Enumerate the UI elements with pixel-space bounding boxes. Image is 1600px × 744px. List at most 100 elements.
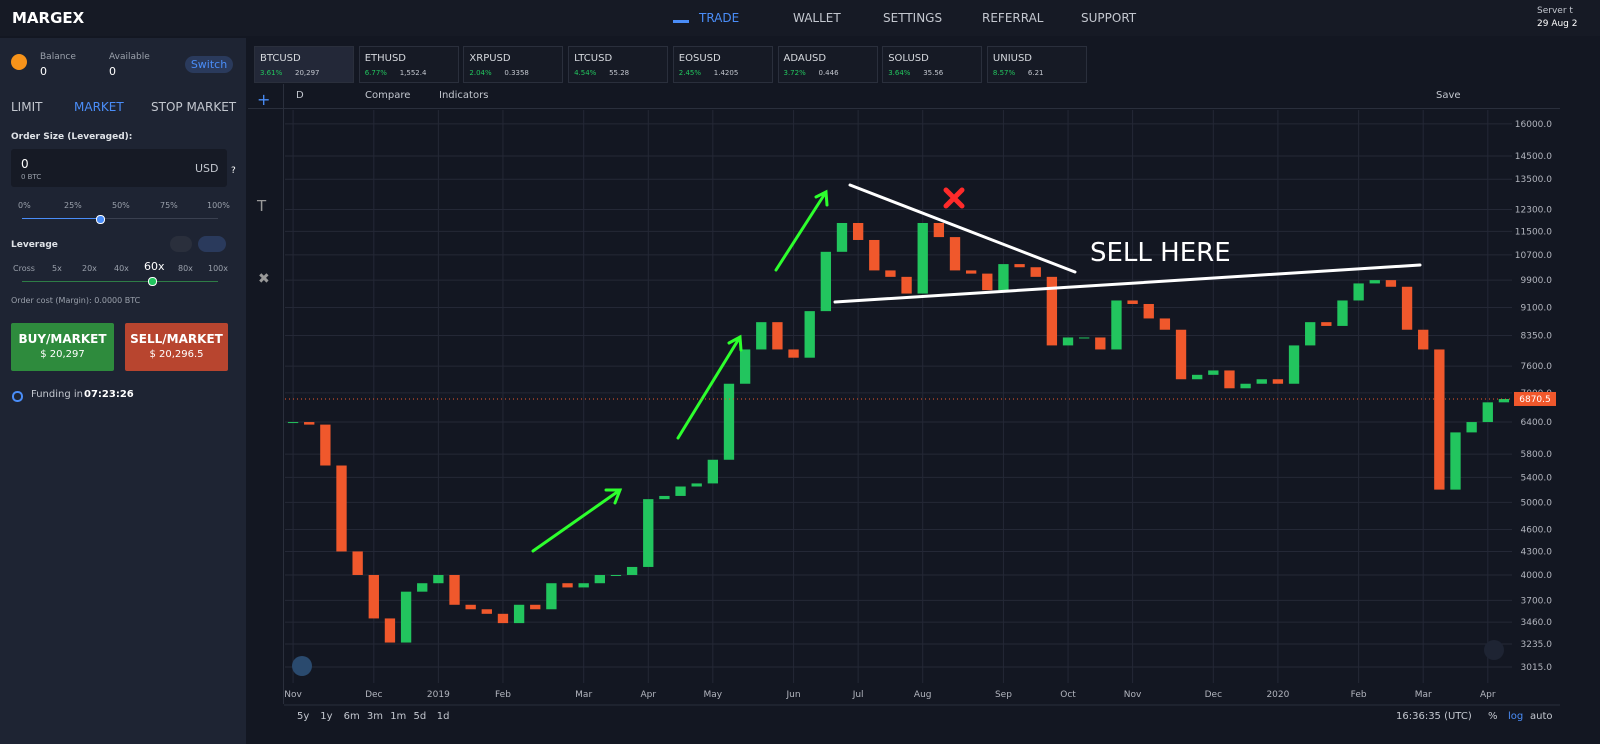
size-step[interactable]: 100% — [207, 201, 230, 210]
range-button[interactable]: 3m — [366, 711, 383, 722]
x-tick-label: Feb — [1351, 690, 1367, 700]
candle — [723, 383, 735, 460]
ticker-change: 8.57% — [992, 69, 1016, 77]
size-step[interactable]: 50% — [112, 201, 130, 210]
ticker[interactable]: BTCUSD 3.61% 20,297 — [254, 46, 354, 83]
leverage-step[interactable]: Cross — [13, 264, 35, 273]
order-size-btc: 0 BTC — [21, 173, 42, 181]
trend-line — [848, 183, 1077, 274]
size-slider-fill — [22, 218, 100, 219]
trade-icon — [673, 11, 689, 23]
x-tick-label: Apr — [1480, 690, 1496, 700]
leverage-handle[interactable] — [148, 277, 157, 286]
candle — [1305, 322, 1316, 346]
interval[interactable]: D — [296, 90, 304, 101]
y-tick-label: 4000.0 — [1521, 571, 1553, 581]
ticker-price: 20,297 — [295, 69, 320, 77]
help-icon[interactable]: ? — [231, 166, 236, 176]
edit-button[interactable] — [170, 236, 192, 252]
text-tool[interactable]: T — [257, 197, 267, 215]
size-step[interactable]: 75% — [160, 201, 178, 210]
ticker-price: 1,552.4 — [399, 69, 427, 77]
slider-button[interactable] — [198, 236, 226, 252]
buy-button[interactable]: BUY/MARKET $ 20,297 — [11, 323, 114, 371]
range-button[interactable]: 1y — [320, 711, 333, 722]
sell-label: SELL/MARKET — [130, 332, 223, 346]
funding-time: 07:23:26 — [84, 389, 134, 400]
btc-icon — [11, 54, 27, 70]
range-button[interactable]: 1m — [390, 711, 407, 722]
nav-item[interactable]: TRADE — [699, 11, 740, 25]
indicators[interactable]: Indicators — [439, 90, 489, 101]
ticker[interactable]: LTCUSD 4.54% 55.28 — [568, 46, 669, 83]
nav-item[interactable]: SUPPORT — [1081, 11, 1137, 25]
candle — [400, 591, 412, 643]
x-tick-label: Nov — [284, 690, 302, 700]
order-tab[interactable]: STOP MARKET — [151, 100, 237, 114]
nav-item[interactable]: REFERRAL — [982, 11, 1044, 25]
last-price-tag — [1514, 391, 1556, 406]
server-date: 29 Aug 2 — [1537, 19, 1578, 29]
compare[interactable]: Compare — [365, 90, 411, 101]
size-handle[interactable] — [96, 215, 105, 224]
candle — [497, 613, 509, 624]
scale-option[interactable]: log — [1508, 711, 1524, 722]
size-step[interactable]: 0% — [18, 201, 31, 210]
range-button[interactable]: 5y — [297, 711, 310, 722]
sell-button[interactable]: SELL/MARKET $ 20,296.5 — [125, 323, 228, 371]
ticker[interactable]: ETHUSD 6.77% 1,552.4 — [358, 46, 459, 83]
range-button[interactable]: 6m — [343, 711, 360, 722]
candle — [1095, 337, 1106, 350]
y-tick-label: 10700.0 — [1515, 251, 1552, 261]
y-tick-label: 16000.0 — [1515, 120, 1552, 130]
candle — [1337, 300, 1348, 326]
candle — [998, 264, 1009, 291]
ticker[interactable]: SOLUSD 3.64% 35.56 — [882, 46, 983, 83]
x-tick-label: 2020 — [1266, 690, 1289, 700]
candle — [481, 609, 492, 614]
scale-option[interactable]: % — [1488, 711, 1498, 722]
drawing-tools: + T ✖ — [248, 84, 284, 704]
ticker-price: 0.446 — [818, 69, 839, 77]
range-button[interactable]: 5d — [413, 711, 427, 722]
annotation-text: SELL HERE — [1090, 238, 1231, 268]
remove-tool[interactable]: ✖ — [258, 271, 270, 287]
size-step[interactable]: 25% — [64, 201, 82, 210]
switch-button[interactable]: Switch — [185, 56, 233, 73]
leverage-step[interactable]: 100x — [208, 264, 229, 273]
ticker[interactable]: XRPUSD 2.04% 0.3358 — [463, 46, 564, 83]
range-button[interactable]: 1d — [436, 711, 450, 722]
candle — [1353, 283, 1364, 301]
leverage-step[interactable]: 40x — [114, 264, 129, 273]
ticker[interactable]: UNIUSD 8.57% 6.21 — [986, 46, 1087, 83]
leverage-step[interactable]: 80x — [178, 264, 193, 273]
candle — [1127, 300, 1138, 304]
nav-item[interactable]: SETTINGS — [883, 11, 943, 25]
grid — [285, 110, 1512, 683]
size-slider[interactable] — [22, 218, 218, 219]
x-tick-label: Dec — [1205, 690, 1222, 700]
candle — [1401, 286, 1413, 330]
save[interactable]: Save — [1436, 90, 1461, 101]
scale-option[interactable]: auto — [1530, 711, 1553, 722]
crosshair-tool[interactable]: + — [257, 90, 271, 109]
candle — [836, 223, 848, 252]
leverage-step[interactable]: 20x — [82, 264, 97, 273]
scroll-button[interactable] — [1484, 640, 1504, 660]
leverage-value: 60x — [144, 260, 165, 273]
leverage-step[interactable]: 5x — [52, 264, 62, 273]
order-tab[interactable]: LIMIT — [11, 100, 43, 114]
candle — [1192, 374, 1203, 380]
brand[interactable]: MARGEX — [12, 9, 85, 27]
leverage-slider[interactable] — [22, 281, 218, 282]
x-tick-label: Jun — [786, 690, 801, 700]
candle — [610, 574, 622, 576]
ticker[interactable]: EOSUSD 2.45% 1.4205 — [672, 46, 773, 83]
ticker[interactable]: ADAUSD 3.72% 0.446 — [777, 46, 878, 83]
order-tab[interactable]: MARKET — [74, 100, 124, 114]
order-size: 0 — [21, 157, 29, 171]
candle — [513, 604, 525, 624]
nav-item[interactable]: WALLET — [793, 11, 841, 25]
order-size-input[interactable]: 0 0 BTC USD — [11, 149, 227, 187]
